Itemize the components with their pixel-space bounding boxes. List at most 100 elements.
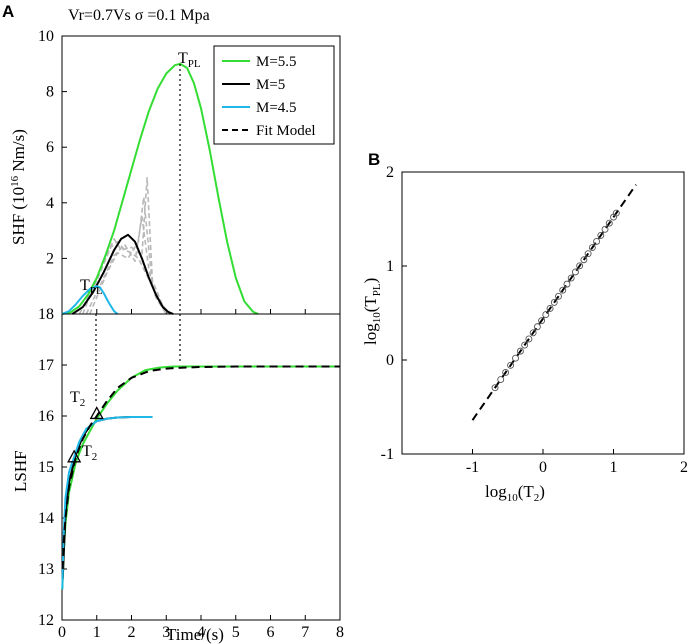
series-gray-2 (82, 177, 171, 315)
scatter-point (588, 244, 596, 252)
ytick-label: 2 (386, 164, 394, 181)
ytick-label: 15 (38, 459, 54, 476)
scatter-point (533, 323, 541, 331)
t2-marker (67, 449, 82, 463)
panel-letter-b: B (368, 150, 380, 169)
scatter-point (555, 292, 562, 300)
scatter-point (507, 361, 515, 369)
ytick-label: 14 (38, 510, 54, 527)
scatter-point (605, 219, 613, 227)
panel-a-bottom-frame (61, 313, 341, 621)
scatter-point (576, 262, 584, 270)
ytick-label: 17 (38, 357, 54, 374)
scatter-point (559, 286, 567, 294)
t2-label-large: T2 (70, 389, 85, 409)
scatter-point (563, 280, 571, 288)
panel-a-bottom-xlabel: Time/(s) (166, 625, 224, 644)
t2-marker (89, 406, 104, 420)
xtick-label: 7 (301, 624, 309, 641)
scatter-point (542, 311, 550, 319)
series-m-5-5 (61, 365, 340, 590)
scatter-point (601, 225, 609, 233)
xtick-label: 1 (93, 624, 101, 641)
series-m-5 (61, 416, 153, 580)
xtick-label: 0 (539, 459, 547, 476)
legend-item-m45: M=4.5 (256, 100, 297, 116)
xtick-label: 8 (336, 624, 344, 641)
figure-header: Vr=0.7Vs σ =0.1 Mpa (68, 7, 210, 24)
series-gray-4 (89, 196, 171, 315)
series-gray-3 (85, 215, 167, 315)
panel-a-bottom-ylabel: LSHF (11, 450, 30, 492)
panel-b-xlabel: log10(T2) (485, 482, 545, 504)
xtick-label: 2 (128, 624, 136, 641)
panel-b-ylabel: log10(TPL) (361, 278, 383, 345)
scatter-point (584, 250, 592, 258)
panel-a-bottom-series (61, 365, 340, 590)
t2-label-small: T2 (82, 443, 97, 463)
scatter-point (580, 256, 588, 264)
scatter-point (550, 298, 558, 306)
scatter-point (546, 305, 554, 312)
legend: M=5.5 M=5 M=4.5 Fit Model (213, 45, 335, 145)
series-m-5 (71, 233, 174, 315)
ytick-label: 4 (46, 195, 54, 212)
series-gray-1 (78, 240, 171, 315)
xtick-label: -1 (466, 459, 479, 476)
ytick-label: -1 (381, 446, 394, 463)
xtick-label: 5 (232, 624, 240, 641)
series-m-5-5 (61, 62, 259, 315)
ytick-label: 13 (38, 561, 54, 578)
scatter-point (502, 368, 510, 376)
ytick-label: 8 (46, 84, 54, 101)
ytick-label: 2 (46, 250, 54, 267)
scatter-point (571, 268, 579, 276)
ytick-label: 10 (38, 28, 54, 45)
scatter-point (521, 341, 529, 349)
scatter-point (512, 354, 519, 362)
ytick-label: 6 (46, 139, 54, 156)
scatter-point (491, 384, 499, 392)
legend-item-m5: M=5 (256, 77, 285, 93)
series-m-4-5 (61, 285, 119, 315)
panel-a-top: 2 4 6 8 10 TPL TPL SHF (1016 Nm/s) M=5.5 M=5… (9, 28, 341, 315)
ytick-label: 1 (386, 258, 394, 275)
scatter-point (597, 231, 605, 239)
scatter-point (497, 376, 505, 384)
scatter-point (593, 238, 601, 245)
xtick-label: 1 (610, 459, 618, 476)
panel-b-ticks: -1 0 1 2 -1 0 1 2 (381, 164, 688, 476)
scatter-point (538, 317, 546, 325)
fit-line (471, 184, 637, 421)
panel-b: -1 0 1 2 -1 0 1 2 log10(TPL) log10(T2) (361, 164, 688, 504)
tpl-label-small: TPL (80, 277, 103, 297)
series-fit-model (61, 365, 340, 570)
panel-a-bottom-markers (67, 406, 104, 463)
xtick-label: 2 (680, 459, 688, 476)
legend-box (213, 45, 335, 145)
ytick-label: 0 (386, 352, 394, 369)
panel-a-top-yticks: 2 4 6 8 10 (38, 28, 341, 315)
panel-a-top-series (61, 62, 259, 315)
ytick-label: 18 (38, 306, 54, 323)
panel-a-top-ylabel: SHF (1016 Nm/s) (9, 129, 28, 245)
legend-item-fit: Fit Model (256, 123, 316, 139)
scatter-point (567, 274, 575, 282)
scatter-point (525, 335, 533, 343)
panel-b-series (471, 184, 637, 421)
tpl-label-large: TPL (178, 50, 201, 70)
scatter-point (529, 329, 537, 337)
xtick-label: 0 (58, 624, 66, 641)
ytick-label: 12 (38, 612, 54, 629)
ytick-label: 16 (38, 408, 54, 425)
series-m-4-5 (61, 416, 153, 590)
xtick-label: 4 (197, 624, 205, 641)
xtick-label: 6 (267, 624, 275, 641)
xtick-label: 3 (162, 624, 170, 641)
panel-letter-a: A (2, 2, 14, 21)
legend-item-m55: M=5.5 (256, 54, 297, 70)
scatter-point (516, 347, 524, 355)
